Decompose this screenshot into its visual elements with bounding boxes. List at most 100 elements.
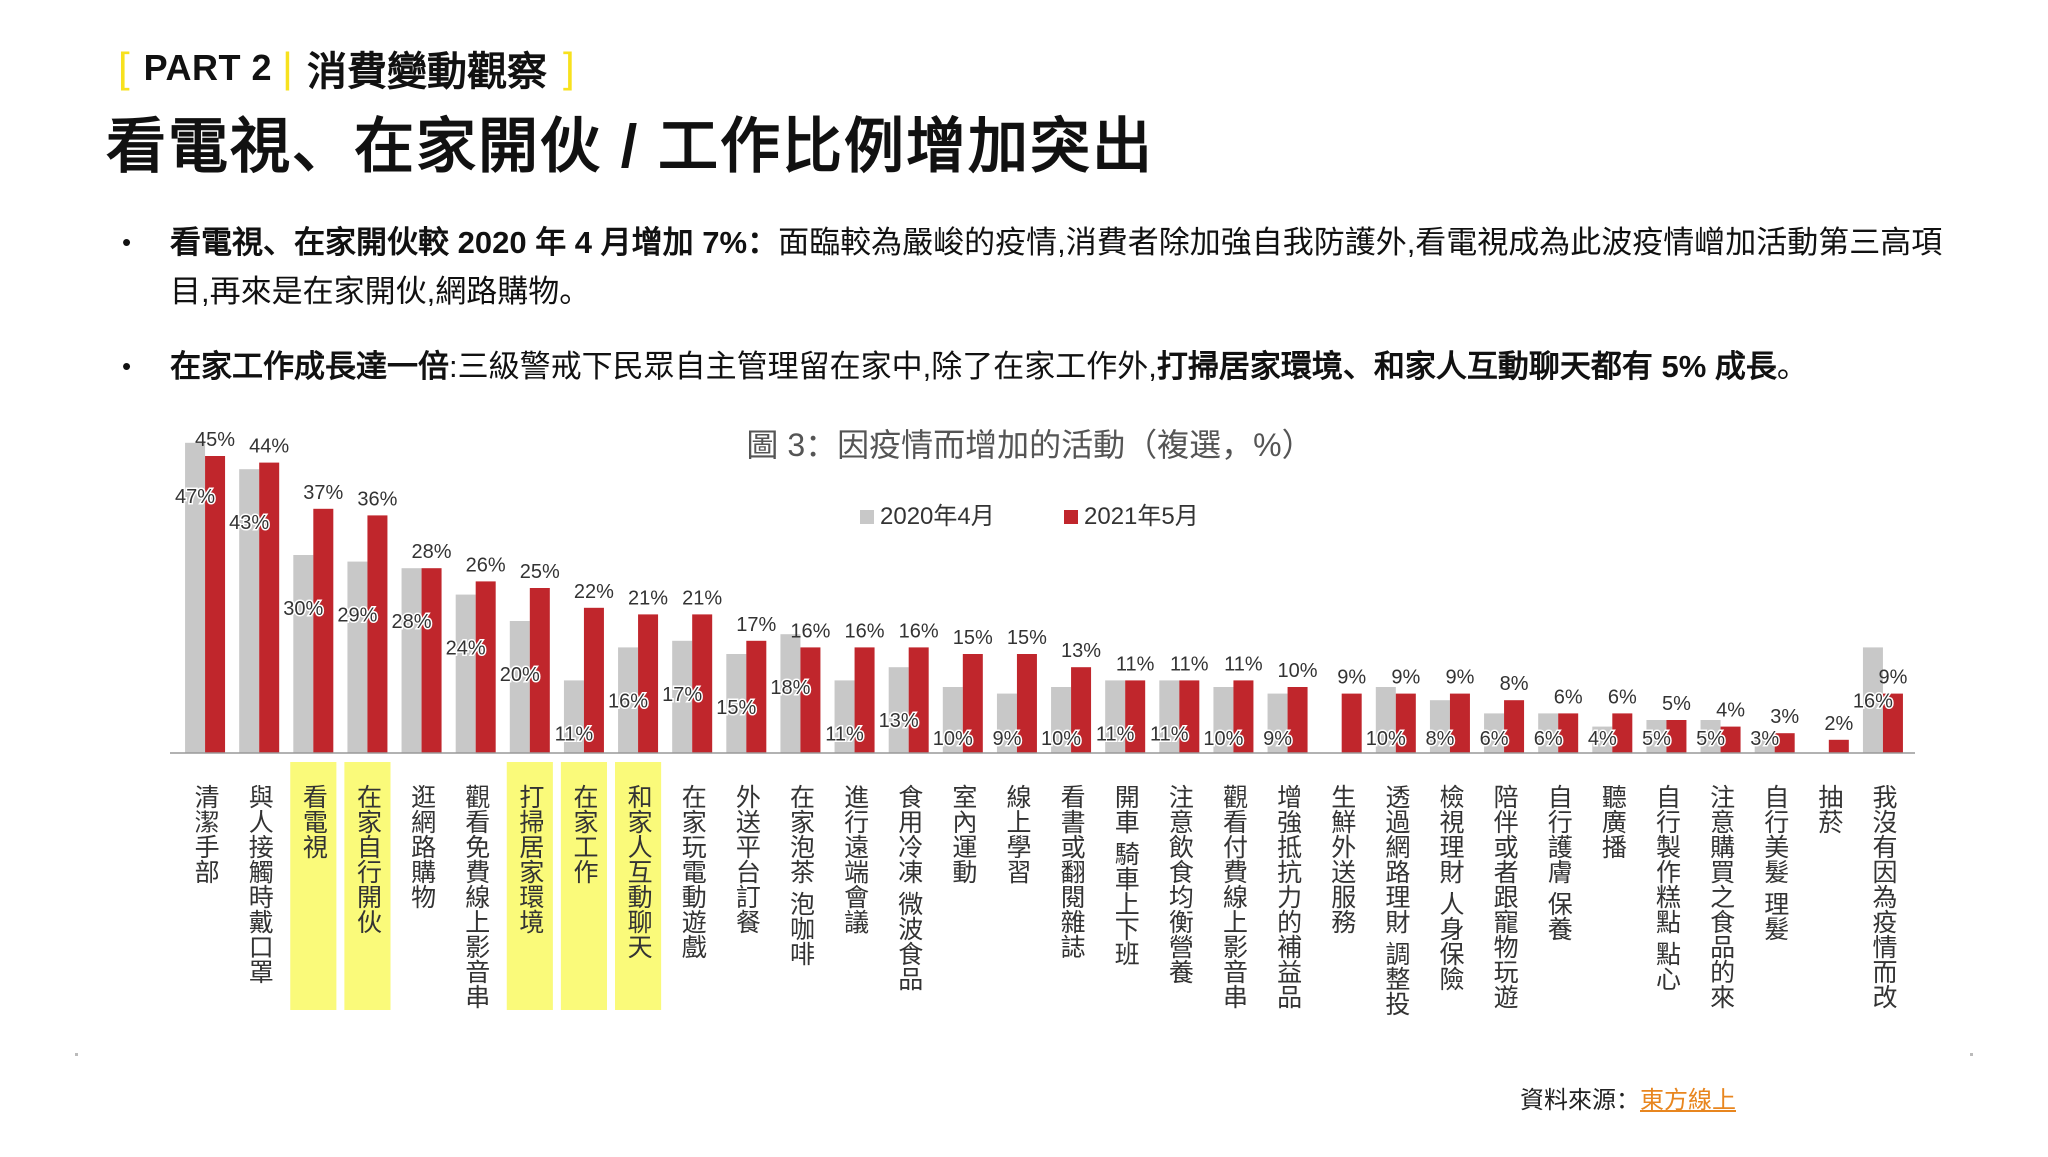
label-2021: 22%: [574, 581, 614, 603]
label-2021: 37%: [303, 482, 343, 504]
bar-2020: [347, 561, 368, 753]
category-label: 在家玩電動遊戲: [678, 784, 707, 959]
bar-2020: [563, 680, 584, 753]
bar-2021: [1071, 667, 1092, 753]
bar-2020: [1267, 693, 1288, 753]
bar-2020: [726, 654, 747, 753]
label-2021: 28%: [412, 541, 452, 563]
bar-2021: [692, 614, 713, 753]
label-2021: 25%: [520, 561, 560, 583]
bar-2020: [834, 680, 855, 753]
category-highlight: [560, 762, 607, 1010]
bullet-dot: •: [122, 227, 132, 257]
category-label: 開車 騎車上下班: [1111, 784, 1140, 966]
label-2021: 13%: [1061, 640, 1101, 662]
label-2020: 16%: [1853, 690, 1893, 712]
label-2020: 5%: [1696, 728, 1725, 750]
bar-2021: [475, 581, 496, 753]
bar-2020: [455, 594, 476, 753]
category-label: 注意購買之食品的來: [1707, 784, 1736, 1009]
category-label: 和家人互動聊天: [624, 784, 653, 959]
label-2020: 18%: [770, 677, 810, 699]
label-2020: 3%: [1750, 728, 1779, 750]
category-label: 陪伴或者跟寵物玩遊: [1490, 784, 1519, 1009]
category-label: 在家自行開伙: [353, 784, 382, 934]
label-2020: 11%: [555, 723, 594, 745]
bullet-1-text: 面臨較為嚴峻的疫情,消費者除加強自我防護外,看電視成為此波疫情嶒加活動第三高項目…: [170, 225, 1943, 309]
label-2020: 43%: [229, 512, 269, 534]
label-2020: 11%: [1150, 723, 1189, 745]
category-highlight: [615, 762, 662, 1010]
bar-2020: [1105, 680, 1126, 753]
label-2020: 11%: [1096, 723, 1135, 745]
bar-2021: [1774, 733, 1795, 753]
category-label: 在家泡茶 泡咖啡: [786, 784, 815, 966]
bar-2020: [1592, 726, 1613, 753]
category-label: 打掃居家環境: [516, 784, 545, 934]
category-label: 注意飲食均衡營養: [1165, 784, 1194, 984]
bar-2021: [1558, 713, 1579, 753]
category-label: 抽菸: [1815, 784, 1844, 834]
bar-2021: [1395, 693, 1416, 753]
category-label: 聽廣播: [1598, 784, 1627, 859]
category-label: 外送平台訂餐: [732, 784, 761, 934]
label-2020: 13%: [879, 710, 919, 732]
bar-2020: [293, 555, 314, 753]
category-label: 我沒有因為疫情而改: [1869, 784, 1898, 1009]
bar-2021: [1287, 687, 1308, 753]
category-label: 在家工作: [570, 784, 599, 884]
bar-2021: [638, 614, 659, 753]
source-note: 資料來源：東方線上: [1520, 1080, 1736, 1115]
label-2020: 20%: [500, 664, 540, 686]
label-2021: 2%: [1824, 713, 1853, 735]
label-2020: 10%: [1366, 728, 1406, 750]
label-2021: 16%: [845, 620, 885, 642]
section-header: [ PART 2 | 消費變動觀察 ]: [118, 40, 575, 96]
legend-swatch: [860, 510, 874, 524]
bar-2021: [800, 647, 821, 753]
bullet-2-tail: 。: [1776, 349, 1808, 384]
label-2020: 9%: [1263, 728, 1292, 750]
label-2020: 10%: [933, 728, 973, 750]
label-2020: 9%: [992, 728, 1021, 750]
bar-2021: [313, 508, 334, 753]
label-2020: 11%: [825, 723, 864, 745]
bar-2021: [1449, 693, 1470, 753]
category-highlight: [290, 762, 337, 1010]
bar-2021: [854, 647, 875, 753]
label-2021: 9%: [1445, 667, 1474, 689]
label-2021: 6%: [1554, 686, 1583, 708]
label-2020: 10%: [1041, 728, 1081, 750]
label-2020: 4%: [1588, 728, 1617, 750]
label-2021: 21%: [682, 587, 722, 609]
label-2020: 15%: [716, 697, 756, 719]
label-2020: 47%: [175, 486, 215, 508]
bar-2020: [1051, 687, 1072, 753]
label-2021: 16%: [790, 620, 830, 642]
label-2021: 45%: [195, 429, 235, 451]
bar-2020: [401, 568, 422, 753]
category-label: 自行美髮 理髮: [1761, 784, 1790, 941]
bar-2021: [1666, 720, 1687, 753]
label-2021: 9%: [1337, 667, 1366, 689]
bar-2020: [888, 667, 909, 753]
bullet-dot: •: [122, 351, 132, 381]
bar-2021: [367, 515, 388, 753]
source-label: 資料來源：: [1520, 1087, 1640, 1114]
bar-2021: [1882, 693, 1903, 753]
source-link[interactable]: 東方線上: [1640, 1087, 1736, 1114]
label-2021: 15%: [953, 627, 993, 649]
category-label: 生鮮外送服務: [1328, 784, 1357, 934]
bar-2020: [942, 687, 963, 753]
label-2021: 11%: [1170, 653, 1209, 675]
bullet-item: • 在家工作成長達一倍:三級警戒下民眾自主管理留在家中,除了在家工作外,打掃居家…: [118, 342, 1948, 391]
footer-dot-left: [75, 1053, 78, 1056]
category-label: 檢視理財 人身保險: [1436, 784, 1465, 991]
bar-2021: [1125, 680, 1146, 753]
label-2021: 11%: [1224, 653, 1263, 675]
bar-2020: [1700, 720, 1721, 753]
label-2021: 3%: [1770, 706, 1799, 728]
bar-2020: [780, 634, 801, 753]
